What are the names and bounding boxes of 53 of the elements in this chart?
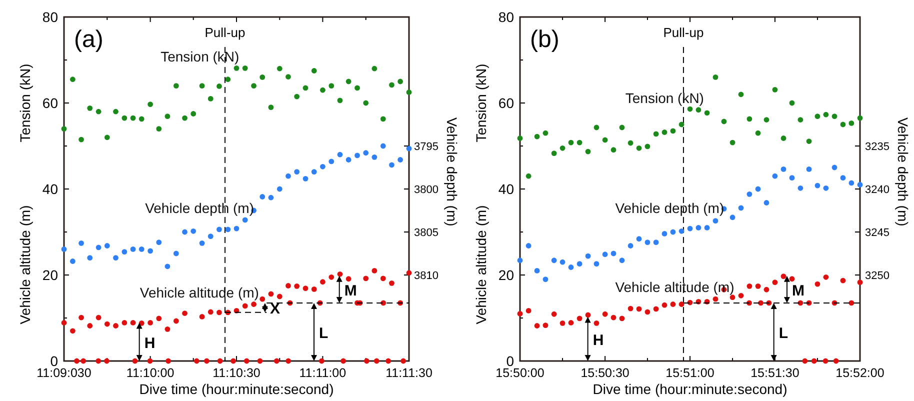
x-axis-title: Dive time (hour:minute:second) bbox=[592, 381, 788, 397]
y-tick-label: 20 bbox=[498, 267, 514, 283]
x-tick-label: 11:11:00 bbox=[299, 366, 346, 380]
series-label: Vehicle depth (m) bbox=[145, 200, 254, 216]
y-tick-label: 0 bbox=[50, 353, 58, 369]
y-tick-label: 80 bbox=[498, 9, 514, 25]
series-label: Vehicle altitude (m) bbox=[615, 279, 734, 296]
annotation: L bbox=[319, 324, 328, 342]
y2-axis-title: Vehicle depth (m) bbox=[444, 117, 460, 226]
x-tick-label: 15:52:00 bbox=[836, 366, 884, 380]
annotation: (a) bbox=[74, 26, 104, 53]
text: Tension (kN) bbox=[473, 64, 489, 142]
ref-line-label: Pull-up bbox=[204, 25, 246, 40]
x-tick-label: 15:50:30 bbox=[580, 366, 630, 380]
y2-axis-title: Vehicle depth (m) bbox=[895, 117, 911, 226]
x-axis-title: Dive time (hour:minute:second) bbox=[139, 381, 334, 397]
x-tick-label: 15:51:30 bbox=[750, 366, 800, 380]
annotation: H bbox=[144, 334, 156, 352]
y-tick-label: 40 bbox=[42, 181, 58, 197]
text: Vehicle altitude (m) bbox=[17, 205, 33, 324]
y2-tick-label: 3795 bbox=[414, 141, 438, 153]
series-label: Tension (kN) bbox=[160, 48, 240, 65]
ref-line-label: Pull-up bbox=[663, 25, 704, 40]
text: Tension (kN) bbox=[17, 64, 33, 142]
x-tick-label: 11:11:30 bbox=[386, 366, 432, 380]
annotation: L bbox=[778, 324, 788, 342]
y-tick-label: 60 bbox=[42, 95, 58, 111]
y2-tick-label: 3245 bbox=[865, 227, 890, 239]
y2-tick-label: 3250 bbox=[865, 270, 890, 282]
y-tick-label: 40 bbox=[498, 181, 514, 197]
annotation: (b) bbox=[530, 26, 560, 53]
y2-tick-label: 3805 bbox=[414, 227, 438, 239]
y2-tick-label: 3800 bbox=[414, 184, 438, 196]
series-label: Vehicle depth (m) bbox=[615, 200, 724, 216]
y-tick-label: 80 bbox=[42, 9, 58, 25]
annotation: M bbox=[792, 282, 804, 300]
series-label: Vehicle altitude (m) bbox=[140, 284, 259, 300]
y2-tick-label: 3240 bbox=[865, 184, 890, 196]
y-tick-label: 0 bbox=[506, 353, 514, 369]
x-tick-label: 11:09:030 bbox=[36, 366, 92, 380]
text: Vehicle altitude (m) bbox=[473, 205, 489, 324]
x-tick-label: 15:51:00 bbox=[666, 366, 714, 380]
annotation: M bbox=[344, 282, 357, 300]
x-tick-label: 11:10:30 bbox=[212, 366, 260, 380]
x-tick-label: 15:50:00 bbox=[496, 366, 544, 380]
annotation: X bbox=[270, 300, 280, 318]
series-label: Tension (kN) bbox=[625, 90, 704, 106]
y2-tick-label: 3235 bbox=[865, 141, 890, 153]
annotation: H bbox=[592, 332, 604, 349]
y2-tick-label: 3810 bbox=[414, 270, 438, 282]
x-tick-label: 11:10:00 bbox=[126, 366, 174, 380]
y-tick-label: 60 bbox=[498, 95, 514, 111]
y-tick-label: 20 bbox=[42, 267, 58, 283]
